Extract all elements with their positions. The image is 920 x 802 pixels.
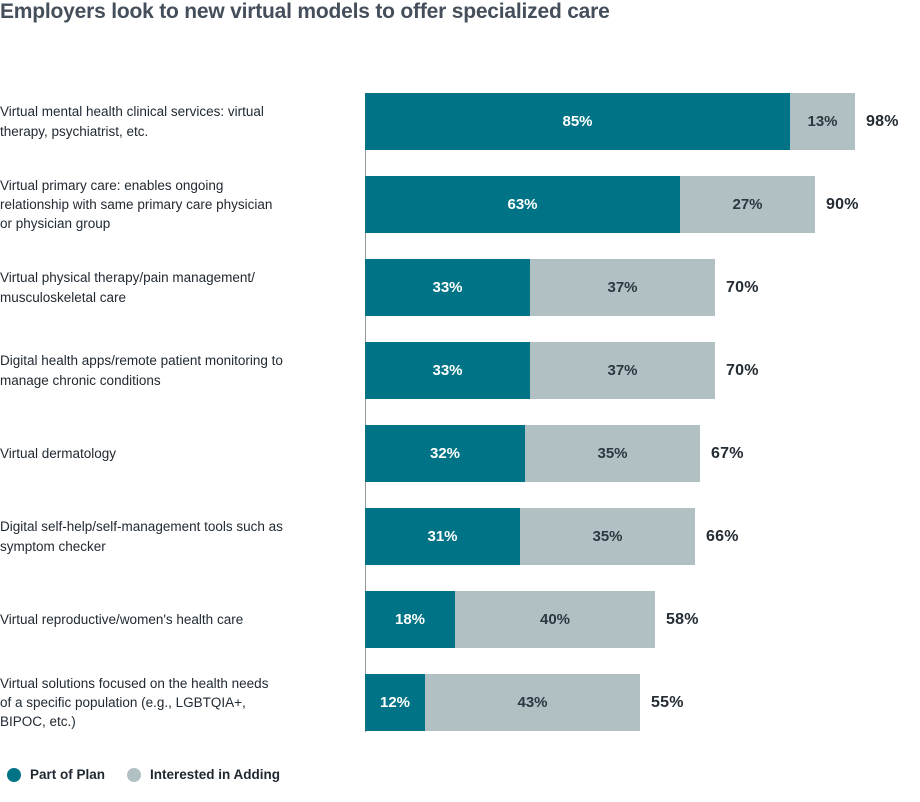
total-label: 55%: [651, 693, 684, 711]
bar-segment-part-of-plan: 31%: [365, 508, 520, 565]
bar-segment-interested-in-adding: 13%: [790, 93, 855, 150]
legend-swatch-icon: [7, 767, 21, 782]
bar-segment-interested-in-adding: 43%: [425, 674, 640, 731]
legend-label: Interested in Adding: [150, 767, 281, 782]
y-axis-line: [365, 93, 366, 732]
legend-item-part-of-plan: Part of Plan: [7, 767, 105, 782]
bar-segment-interested-in-adding: 37%: [530, 259, 715, 316]
legend: Part of Plan Interested in Adding: [7, 767, 280, 782]
total-label: 90%: [826, 195, 859, 213]
bar-segment-interested-in-adding: 35%: [525, 425, 700, 482]
bar-segment-part-of-plan: 85%: [365, 93, 790, 150]
category-label: Digital self-help/self-management tools …: [0, 519, 283, 554]
legend-item-interested-in-adding: Interested in Adding: [127, 767, 280, 782]
category-label: Virtual physical therapy/pain management…: [0, 270, 255, 305]
bar-segment-part-of-plan: 18%: [365, 591, 455, 648]
total-label: 58%: [666, 610, 699, 628]
category-label: Virtual mental health clinical services:…: [0, 104, 264, 139]
category-label: Virtual reproductive/women's health care: [0, 611, 244, 627]
chart-title: Employers look to new virtual models to …: [0, 0, 610, 23]
bar-segment-part-of-plan: 32%: [365, 425, 525, 482]
bar-row: Virtual primary care: enables ongoing re…: [0, 176, 920, 233]
total-label: 66%: [706, 527, 739, 545]
bar-segment-part-of-plan: 33%: [365, 342, 530, 399]
legend-label: Part of Plan: [30, 767, 106, 782]
total-label: 70%: [726, 361, 759, 379]
bar-segment-part-of-plan: 33%: [365, 259, 530, 316]
total-label: 98%: [866, 112, 899, 130]
total-label: 67%: [711, 444, 744, 462]
category-label: Digital health apps/remote patient monit…: [0, 353, 283, 388]
bar-row: Virtual mental health clinical services:…: [0, 93, 920, 150]
category-label: Virtual solutions focused on the health …: [0, 675, 269, 730]
legend-swatch-icon: [127, 767, 142, 782]
bar-row: Virtual reproductive/women's health care…: [0, 591, 920, 648]
bar-row: Virtual physical therapy/pain management…: [0, 259, 920, 316]
bar-row: Virtual solutions focused on the health …: [0, 674, 920, 731]
bar-row: Digital health apps/remote patient monit…: [0, 342, 920, 399]
bar-segment-part-of-plan: 63%: [365, 176, 680, 233]
bar-segment-interested-in-adding: 35%: [520, 508, 695, 565]
bar-segment-part-of-plan: 12%: [365, 674, 425, 731]
total-label: 70%: [726, 278, 759, 296]
bar-row: Digital self-help/self-management tools …: [0, 508, 920, 565]
bar-segment-interested-in-adding: 40%: [455, 591, 655, 648]
bar-segment-interested-in-adding: 37%: [530, 342, 715, 399]
category-label: Virtual primary care: enables ongoing re…: [0, 177, 273, 232]
bar-segment-interested-in-adding: 27%: [680, 176, 815, 233]
bar-row: Virtual dermatology 32% 35% 67%: [0, 425, 920, 482]
category-label: Virtual dermatology: [0, 445, 117, 461]
